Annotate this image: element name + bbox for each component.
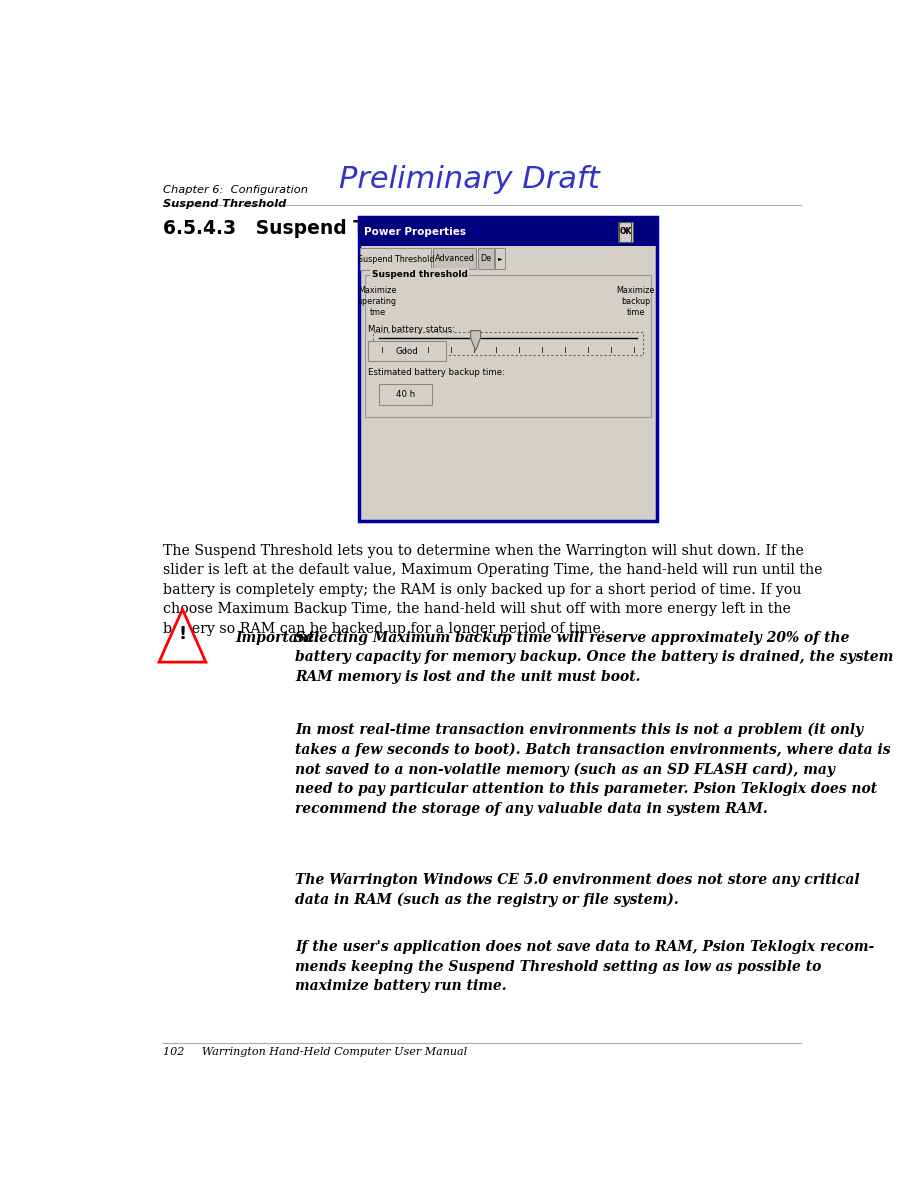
Bar [359,217,657,521]
Bar [373,332,642,355]
Text: OK: OK [619,227,632,237]
Text: Estimated battery backup time:: Estimated battery backup time: [368,368,505,378]
Text: If the user's application does not save data to RAM, Psion Teklogix recom-
mends: If the user's application does not save … [296,940,875,993]
Text: ×: × [621,227,629,237]
Text: 6.5.4.3   Suspend Threshold: 6.5.4.3 Suspend Threshold [163,219,458,238]
Text: In most real-time transaction environments this is not a problem (it only
takes : In most real-time transaction environmen… [296,723,890,816]
Text: Suspend Threshold: Suspend Threshold [358,255,434,264]
Bar [619,221,631,241]
Bar [618,221,633,241]
Text: Suspend threshold: Suspend threshold [371,270,468,278]
Bar [495,249,505,269]
Text: The Warrington Windows CE 5.0 environment does not store any critical
data in RA: The Warrington Windows CE 5.0 environmen… [296,874,860,907]
Bar [368,342,447,361]
Bar [479,249,494,269]
Text: Main battery status:: Main battery status: [368,325,456,333]
Text: Maximize
operating
tme: Maximize operating tme [358,286,397,317]
Bar [359,217,657,246]
Bar [379,385,432,405]
Polygon shape [470,331,480,350]
Text: Selecting Maximum backup time will reserve approximately 20% of the
battery capa: Selecting Maximum backup time will reser… [296,631,893,684]
Text: Good: Good [396,347,419,356]
Text: Important:: Important: [235,631,319,645]
Text: !: ! [178,625,187,643]
Text: The Suspend Threshold lets you to determine when the Warrington will shut down. : The Suspend Threshold lets you to determ… [163,544,822,636]
Text: 102     Warrington Hand-Held Computer User Manual: 102 Warrington Hand-Held Computer User M… [163,1047,467,1058]
Text: Suspend Threshold: Suspend Threshold [163,198,285,209]
Text: ►: ► [498,256,502,261]
Bar [434,249,476,269]
Text: 40 h: 40 h [396,390,415,399]
Bar [361,249,431,270]
Text: Chapter 6:  Configuration: Chapter 6: Configuration [163,185,307,195]
Polygon shape [159,609,206,662]
Text: Preliminary Draft: Preliminary Draft [339,165,599,194]
Text: De: De [480,253,491,263]
Text: Advanced: Advanced [435,253,475,263]
Bar [365,275,651,417]
Text: Maximize
backup
time: Maximize backup time [617,286,655,317]
Text: Power Properties: Power Properties [364,227,466,237]
